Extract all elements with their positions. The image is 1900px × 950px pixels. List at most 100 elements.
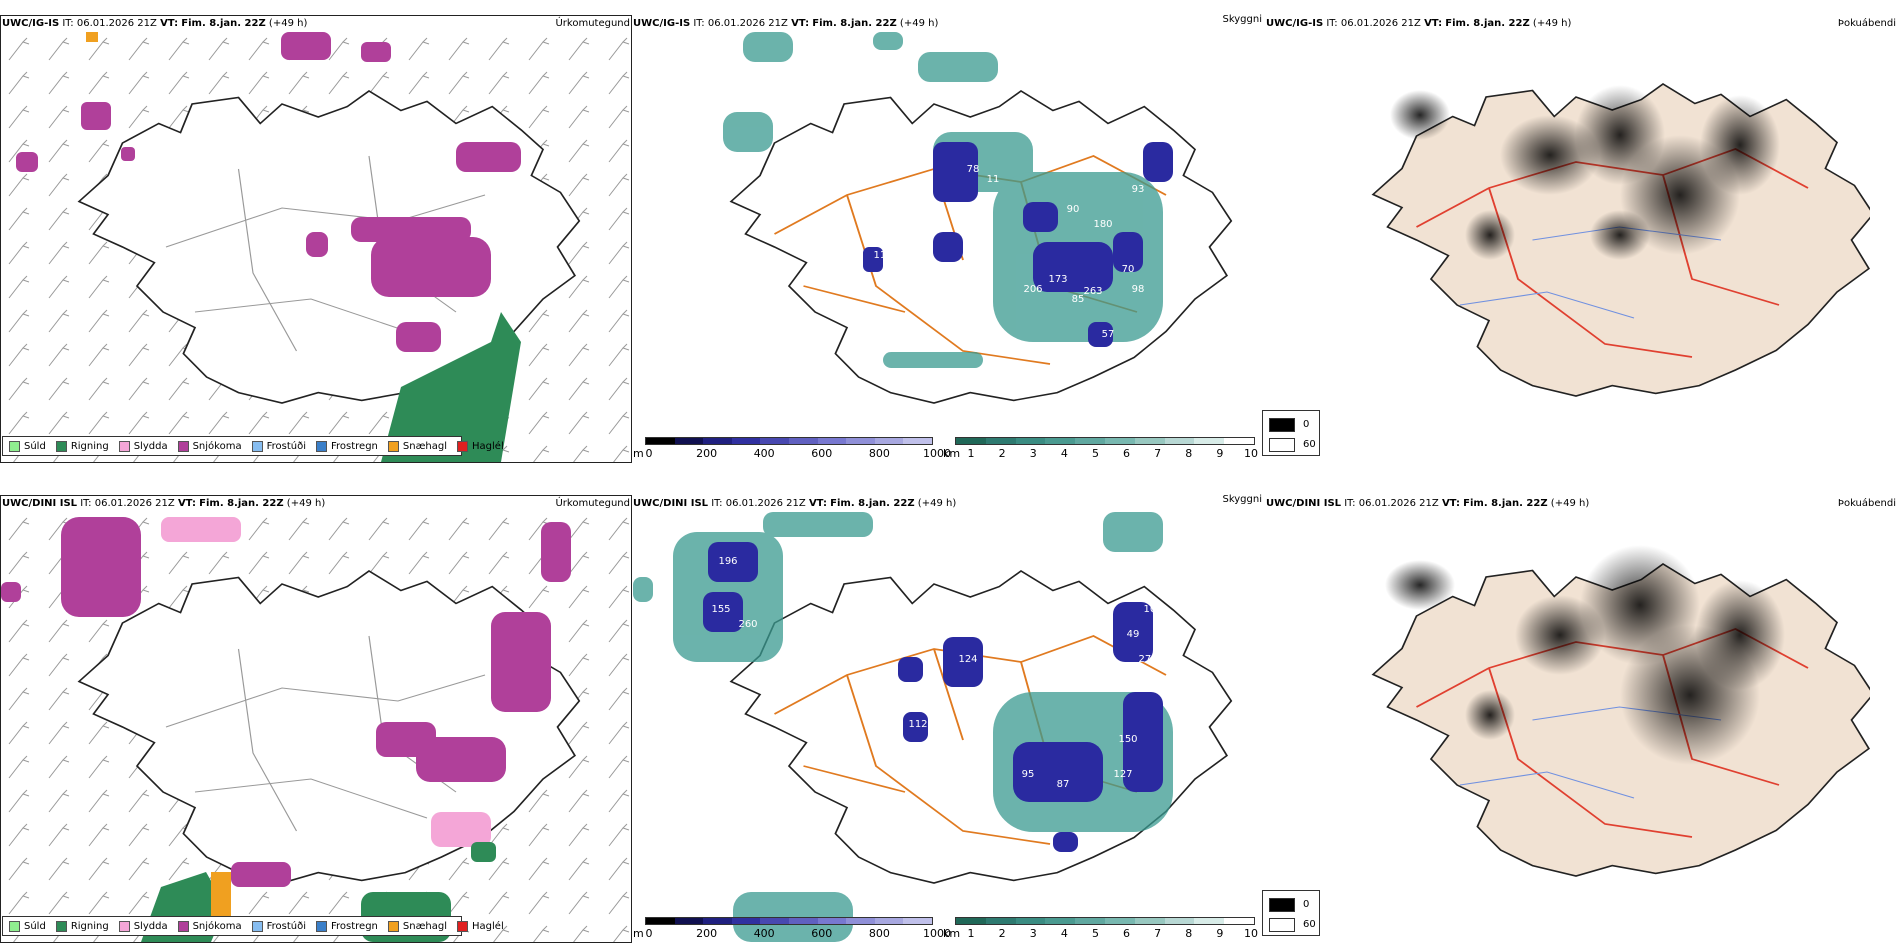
precip-type-map-row2 — [1, 512, 631, 942]
lead-time: (+49 h) — [268, 18, 308, 29]
cbar-tick: 200 — [696, 927, 718, 940]
visibility-value-label: 900 — [1168, 549, 1187, 560]
fog-legend-black-swatch — [1269, 898, 1295, 912]
legend-swatch — [118, 440, 130, 452]
legend-item: Súld — [9, 920, 46, 932]
legend-swatch — [9, 440, 20, 452]
row1-header-left: UWC/IG-IS IT: 06.01.2026 21Z VT: Fim. 8.… — [2, 18, 307, 30]
visibility-value-label: 263 — [1083, 286, 1102, 297]
legend-item: Snjókoma — [177, 440, 242, 452]
row2-header-mid: UWC/DINI ISL IT: 06.01.2026 21Z VT: Fim.… — [633, 498, 957, 509]
cbar-tick: 8 — [1185, 927, 1193, 940]
legend-label: Rigning — [70, 920, 109, 932]
cbar-tick: 3 — [1029, 447, 1037, 460]
visibility-value-label: 78 — [967, 164, 980, 175]
legend-swatch — [118, 920, 130, 932]
visibility-value-label: 82 — [1202, 514, 1215, 525]
legend-swatch — [457, 920, 469, 932]
legend-label: Haglél — [472, 920, 504, 932]
precip-legend-bottom: Súld Rigning Slydda Snjókoma Frostúði Frostre… — [2, 916, 504, 936]
visibility-value-label: 109 — [1143, 604, 1162, 615]
cbar-tick: 9 — [1216, 447, 1224, 460]
cbar-tick: 4 — [1060, 447, 1068, 460]
cbar-tick: 5 — [1091, 447, 1099, 460]
visibility-value-label: 180 — [1093, 219, 1112, 230]
row2-header-right: UWC/DINI ISL IT: 06.01.2026 21Z VT: Fim.… — [1266, 498, 1590, 509]
legend-label: Haglél — [472, 440, 504, 452]
legend-swatch — [9, 920, 20, 932]
cbar-tick: 1000 — [923, 447, 951, 460]
precip-legend-top: Súld Rigning Slydda Snjókoma Frostúði Frostre… — [2, 436, 504, 456]
fog-legend-white-value-2: 60 — [1303, 919, 1316, 930]
legend-swatch — [457, 440, 469, 452]
visibility-value-label: 276 — [1138, 654, 1157, 665]
visibility-value-label: 90 — [1067, 204, 1080, 215]
legend-swatch — [316, 440, 327, 452]
legend-label: Rigning — [70, 440, 109, 452]
legend-label: Snjókoma — [192, 440, 242, 452]
cbar-tick: 10 — [1244, 927, 1258, 940]
visibility-value-label: 49 — [1127, 629, 1140, 640]
it-label: IT: — [62, 18, 74, 29]
legend-item: Snjókoma — [177, 920, 242, 932]
cbar-tick: 3 — [1029, 927, 1037, 940]
legend-swatch — [316, 920, 327, 932]
legend-item: Frostregn — [316, 440, 378, 452]
vt-value: Fim. 8.jan. 22Z — [181, 18, 266, 29]
panel2-title: Skyggni — [1222, 14, 1262, 25]
legend-item: Slydda — [118, 920, 168, 932]
vt-label: VT: — [160, 18, 179, 29]
row1-header-mid: UWC/IG-IS IT: 06.01.2026 21Z VT: Fim. 8.… — [633, 18, 939, 29]
cbar-km-ticks: 1 2 3 4 5 6 7 8 9 10 — [943, 927, 1259, 941]
cbar-tick: 8 — [1185, 447, 1193, 460]
cbar-tick: 1 — [967, 927, 975, 940]
height-colorbar-top: m 0 200 400 600 800 1000 — [633, 437, 952, 467]
precip-panel-frame-row2 — [0, 495, 632, 943]
legend-label: Snæhagl — [402, 920, 448, 932]
cbar-tick: 800 — [868, 447, 890, 460]
visibility-value-label: 98 — [1132, 284, 1145, 295]
legend-item: Snæhagl — [387, 440, 448, 452]
cbar-tick: 1000 — [923, 927, 951, 940]
row2-header-left: UWC/DINI ISL IT: 06.01.2026 21Z VT: Fim.… — [2, 498, 326, 509]
visibility-value-label: 150 — [1118, 734, 1137, 745]
legend-label: Slydda — [133, 920, 168, 932]
precip-type-map — [1, 32, 631, 462]
legend-swatch — [55, 440, 67, 452]
visibility-value-label: 196 — [718, 556, 737, 567]
cbar-km-unit-2: km — [943, 927, 961, 940]
legend-item: Rigning — [55, 440, 109, 452]
visibility-value-label: 124 — [958, 654, 977, 665]
legend-label: Snjókoma — [192, 920, 242, 932]
legend-label: Frostregn — [331, 920, 378, 932]
legend-item: Rigning — [55, 920, 109, 932]
legend-swatch — [55, 920, 67, 932]
visibility-value-label: 95 — [1022, 769, 1035, 780]
cbar-tick: 400 — [753, 927, 775, 940]
legend-item: Súld — [9, 440, 46, 452]
fog-index-map-row2 — [1372, 545, 1870, 877]
legend-label: Snæhagl — [402, 440, 448, 452]
visibility-value-label: 70 — [1122, 264, 1135, 275]
cbar-m-ticks: 0 200 400 600 800 1000 — [633, 447, 952, 461]
fog-legend-black-value: 0 — [1303, 419, 1310, 430]
it-value: 06.01.2026 21Z — [76, 18, 157, 29]
visibility-value-label: 85 — [1072, 294, 1085, 305]
cbar-tick: 10 — [1244, 447, 1258, 460]
fog-legend-black-swatch — [1269, 418, 1295, 432]
legend-item: Haglél — [457, 920, 504, 932]
visibility-value-label: 111 — [873, 250, 892, 261]
legend-label: Súld — [24, 440, 46, 452]
cbar-tick: 2 — [998, 447, 1006, 460]
visibility-value-label: 260 — [738, 619, 757, 630]
fog-legend-top: 0 60 — [1262, 410, 1320, 456]
cbar-tick: 2 — [998, 927, 1006, 940]
cbar-tick: 4 — [1060, 927, 1068, 940]
visibility-value-label: 206 — [1023, 284, 1042, 295]
legend-label: Súld — [24, 920, 46, 932]
visibility-value-label: 93 — [1132, 184, 1145, 195]
visibility-value-label: 57 — [1102, 329, 1115, 340]
panel2-title-row2: Skyggni — [1222, 494, 1262, 505]
legend-swatch — [251, 920, 263, 932]
